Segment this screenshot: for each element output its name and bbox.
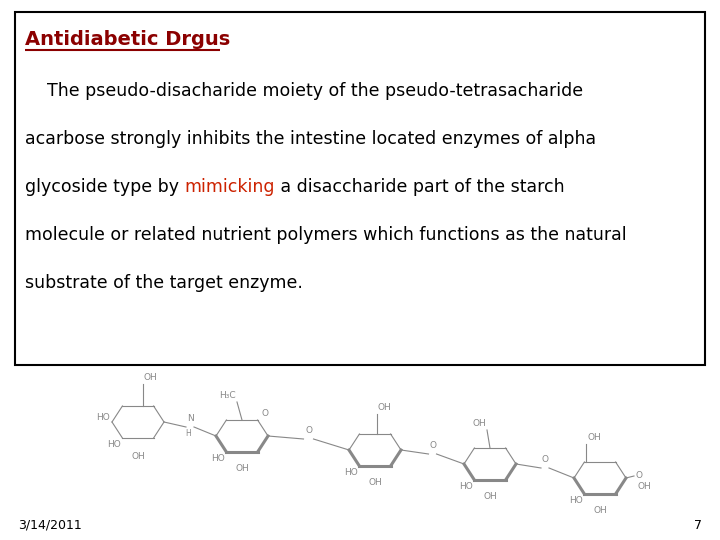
Text: O: O <box>305 426 312 435</box>
Text: O: O <box>541 455 549 464</box>
Text: molecule or related nutrient polymers which functions as the natural: molecule or related nutrient polymers wh… <box>25 226 626 244</box>
Text: H: H <box>185 429 191 438</box>
Text: HO: HO <box>107 440 120 449</box>
Bar <box>15 12 705 365</box>
Text: OH: OH <box>368 478 382 487</box>
Text: HO: HO <box>569 496 582 505</box>
Text: H₃C: H₃C <box>220 391 236 400</box>
Text: HO: HO <box>211 454 225 463</box>
Text: OH: OH <box>235 464 249 473</box>
Text: O: O <box>261 409 269 418</box>
Text: mimicking: mimicking <box>184 178 275 196</box>
Text: HO: HO <box>343 468 357 477</box>
Text: HO: HO <box>459 482 472 491</box>
Text: OH: OH <box>593 506 607 515</box>
Text: OH: OH <box>131 452 145 461</box>
Text: OH: OH <box>588 433 601 442</box>
Text: O: O <box>636 470 643 480</box>
Text: OH: OH <box>378 403 392 412</box>
Text: OH: OH <box>483 492 497 501</box>
Text: glycoside type by: glycoside type by <box>25 178 184 196</box>
Text: 7: 7 <box>694 519 702 532</box>
Text: HO: HO <box>96 414 110 422</box>
Text: a disaccharide part of the starch: a disaccharide part of the starch <box>275 178 564 196</box>
Text: N: N <box>186 414 194 423</box>
Text: OH: OH <box>143 373 157 382</box>
Text: The pseudo-disacharide moiety of the pseudo-tetrasacharide: The pseudo-disacharide moiety of the pse… <box>25 82 583 100</box>
Text: substrate of the target enzyme.: substrate of the target enzyme. <box>25 274 303 292</box>
Text: O: O <box>429 441 436 450</box>
Text: Antidiabetic Drgus: Antidiabetic Drgus <box>25 30 230 49</box>
Text: acarbose strongly inhibits the intestine located enzymes of alpha: acarbose strongly inhibits the intestine… <box>25 130 596 148</box>
Text: OH: OH <box>638 482 652 491</box>
Text: 3/14/2011: 3/14/2011 <box>18 519 82 532</box>
Text: OH: OH <box>472 419 486 428</box>
